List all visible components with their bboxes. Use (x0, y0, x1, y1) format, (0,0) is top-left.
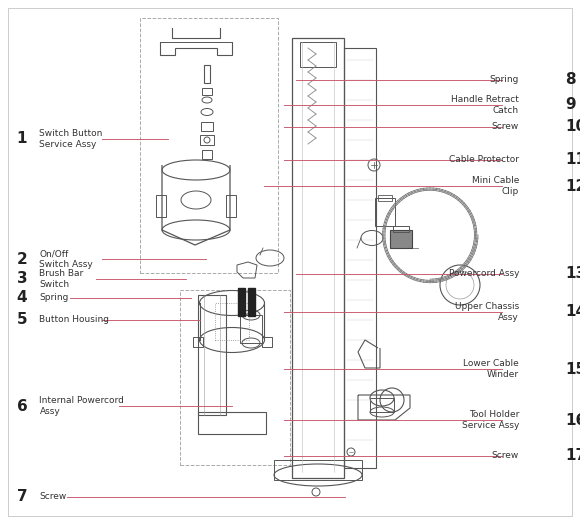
Bar (300, 42, 336, 67)
Text: Brush Bar
Switch: Brush Bar Switch (39, 269, 84, 289)
Text: 5: 5 (17, 312, 27, 327)
Bar (375, 198, 395, 226)
Bar (370, 398, 394, 412)
Text: 15: 15 (566, 362, 580, 377)
Text: 11: 11 (566, 152, 580, 167)
Text: 1: 1 (17, 132, 27, 146)
Text: Lower Cable
Winder: Lower Cable Winder (463, 359, 519, 379)
Text: Upper Chassis
Assy: Upper Chassis Assy (455, 302, 519, 322)
Bar (393, 226, 409, 232)
Bar (390, 230, 412, 248)
Bar (274, 460, 362, 480)
Text: 12: 12 (566, 179, 580, 193)
Bar (198, 295, 226, 415)
Bar (200, 135, 214, 145)
Text: Tool Holder
Service Assy: Tool Holder Service Assy (462, 410, 519, 430)
Bar (193, 337, 203, 347)
Bar (248, 288, 255, 316)
Bar (156, 195, 166, 217)
Text: Mini Cable
Clip: Mini Cable Clip (472, 176, 519, 196)
Bar (198, 412, 266, 434)
Text: Screw: Screw (39, 492, 67, 501)
Text: 17: 17 (566, 449, 580, 463)
Text: 7: 7 (17, 489, 27, 504)
Bar (292, 38, 344, 478)
Bar (240, 315, 262, 343)
Bar (238, 288, 245, 316)
Text: 3: 3 (17, 271, 27, 286)
Text: 10: 10 (566, 119, 580, 134)
Bar (180, 290, 290, 465)
Bar (204, 65, 210, 83)
Bar (378, 195, 392, 201)
Text: On/Off
Switch Assy: On/Off Switch Assy (39, 249, 93, 269)
Text: Cable Protector: Cable Protector (449, 155, 519, 165)
Text: Spring: Spring (39, 293, 69, 302)
Text: Handle Retract
Catch: Handle Retract Catch (451, 95, 519, 115)
Bar (215, 303, 249, 340)
Text: Internal Powercord
Assy: Internal Powercord Assy (39, 396, 124, 416)
Text: Switch Button
Service Assy: Switch Button Service Assy (39, 129, 103, 149)
Bar (226, 195, 236, 217)
Text: Spring: Spring (490, 75, 519, 84)
Text: 2: 2 (17, 252, 27, 267)
Bar (202, 150, 212, 159)
Bar (140, 18, 278, 273)
Bar (202, 88, 212, 95)
Text: 13: 13 (566, 266, 580, 281)
Text: 16: 16 (566, 413, 580, 428)
Bar (262, 337, 272, 347)
Text: 9: 9 (566, 97, 576, 112)
Text: Screw: Screw (492, 451, 519, 461)
Text: 6: 6 (17, 399, 27, 413)
Bar (344, 48, 376, 468)
Text: 14: 14 (566, 304, 580, 319)
Text: Screw: Screw (492, 122, 519, 132)
Bar (201, 122, 213, 131)
Text: Button Housing: Button Housing (39, 315, 110, 324)
Text: Powercord Assy: Powercord Assy (448, 269, 519, 278)
Text: 8: 8 (566, 72, 576, 87)
Text: 4: 4 (17, 290, 27, 305)
